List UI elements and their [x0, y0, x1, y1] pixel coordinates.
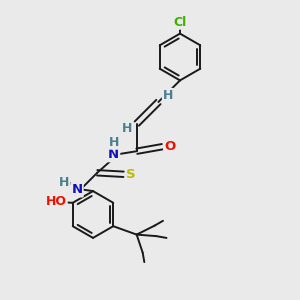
Text: N: N — [108, 148, 119, 161]
Text: Cl: Cl — [173, 16, 187, 29]
Text: H: H — [109, 136, 119, 149]
Text: HO: HO — [46, 195, 67, 208]
Text: S: S — [126, 168, 136, 181]
Text: O: O — [164, 140, 176, 153]
Text: H: H — [122, 122, 132, 136]
Text: H: H — [59, 176, 69, 189]
Text: N: N — [71, 183, 83, 196]
Text: H: H — [163, 89, 173, 102]
